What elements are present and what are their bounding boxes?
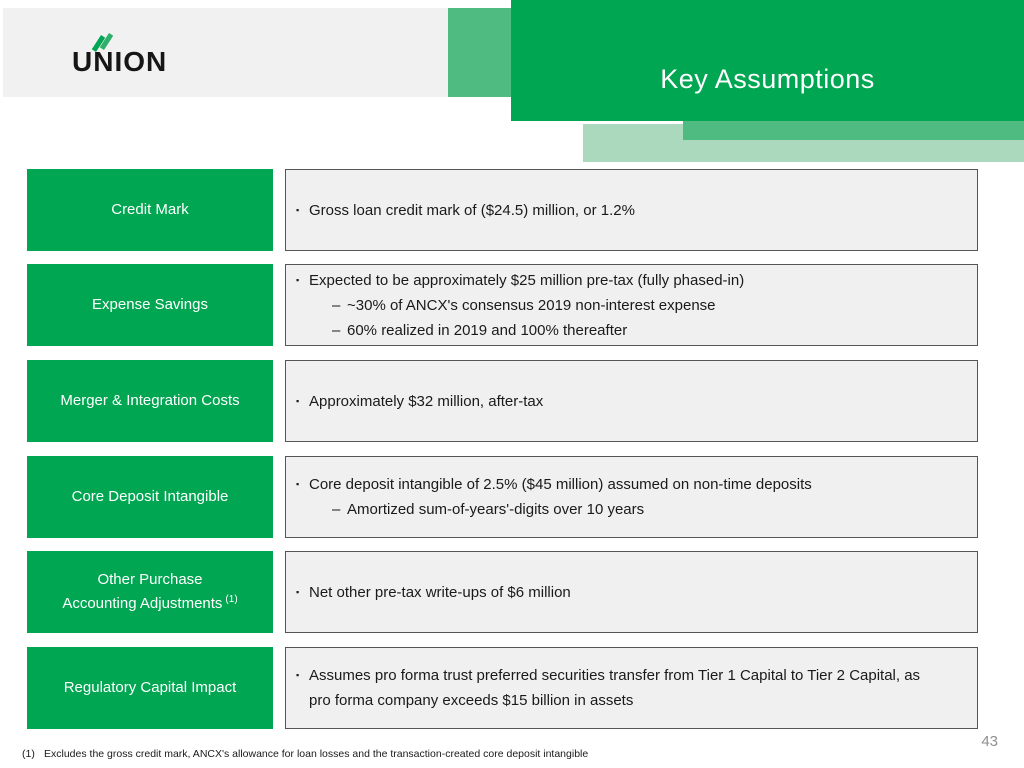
content-core-deposit: ▪ Core deposit intangible of 2.5% ($45 m… — [285, 456, 978, 538]
bullet-text: Approximately $32 million, after-tax — [309, 392, 544, 410]
assumption-row-regulatory-capital: Regulatory Capital Impact ▪ Assumes pro … — [0, 647, 1024, 729]
dash-bullet-icon: – — [332, 296, 341, 314]
assumption-row-credit-mark: Credit Mark ▪ Gross loan credit mark of … — [0, 169, 1024, 251]
footnote: (1) Excludes the gross credit mark, ANCX… — [22, 748, 588, 760]
square-bullet-icon: ▪ — [296, 586, 300, 597]
dash-bullet-icon: – — [332, 501, 341, 518]
content-credit-mark: ▪ Gross loan credit mark of ($24.5) mill… — [285, 169, 978, 251]
page-number: 43 — [981, 733, 998, 750]
bullet-text: Core deposit intangible of 2.5% ($45 mil… — [309, 476, 812, 493]
bullet-text: Expected to be approximately $25 million… — [309, 271, 745, 289]
bullet-item: ▪ Approximately $32 million, after-tax — [296, 389, 977, 414]
dash-bullet-icon: – — [332, 321, 341, 339]
footnote-marker: (1) — [22, 748, 35, 760]
bullet-item: ▪ Core deposit intangible of 2.5% ($45 m… — [296, 472, 977, 497]
square-bullet-icon: ▪ — [296, 274, 300, 285]
content-regulatory-capital: ▪ Assumes pro forma trust preferred secu… — [285, 647, 978, 729]
label-text-line2: Accounting Adjustments (1) — [62, 594, 238, 612]
title-banner: Key Assumptions — [511, 0, 1024, 121]
square-bullet-icon: ▪ — [296, 204, 300, 215]
slide-title: Key Assumptions — [660, 64, 875, 94]
square-bullet-icon: ▪ — [296, 479, 300, 489]
bullet-text: ~30% of ANCX's consensus 2019 non-intere… — [347, 296, 716, 314]
assumption-row-core-deposit: Core Deposit Intangible ▪ Core deposit i… — [0, 456, 1024, 538]
sub-bullet-item: – ~30% of ANCX's consensus 2019 non-inte… — [332, 293, 977, 318]
label-text: Core Deposit Intangible — [71, 488, 229, 505]
bullet-item: ▪ Net other pre-tax write-ups of $6 mill… — [296, 580, 977, 605]
sub-bullet-item: – 60% realized in 2019 and 100% thereaft… — [332, 318, 977, 343]
label-other-adjustments: Other Purchase Accounting Adjustments (1) — [27, 551, 273, 633]
bullet-text: Assumes pro forma trust preferred securi… — [309, 667, 921, 709]
label-text: Expense Savings — [92, 296, 208, 313]
bullet-item: ▪ Gross loan credit mark of ($24.5) mill… — [296, 198, 977, 223]
label-expense-savings: Expense Savings — [27, 264, 273, 346]
label-merger-costs: Merger & Integration Costs — [27, 360, 273, 442]
assumption-row-other-adjustments: Other Purchase Accounting Adjustments (1)… — [0, 551, 1024, 633]
assumption-row-expense-savings: Expense Savings ▪ Expected to be approxi… — [0, 264, 1024, 346]
label-text-line1: Other Purchase — [97, 571, 203, 588]
square-bullet-icon: ▪ — [296, 670, 300, 680]
label-text: Credit Mark — [111, 201, 189, 218]
assumption-row-merger-costs: Merger & Integration Costs ▪ Approximate… — [0, 360, 1024, 442]
label-regulatory-capital: Regulatory Capital Impact — [27, 647, 273, 729]
label-core-deposit: Core Deposit Intangible — [27, 456, 273, 538]
decor-medium-green-bar — [683, 121, 1024, 140]
union-logo: UNION — [72, 33, 202, 88]
logo-text: UNION — [72, 46, 168, 77]
header-green-square — [448, 8, 511, 97]
sub-bullet-item: – Amortized sum-of-years'-digits over 10… — [332, 497, 977, 522]
label-text: Merger & Integration Costs — [60, 392, 240, 409]
content-other-adjustments: ▪ Net other pre-tax write-ups of $6 mill… — [285, 551, 978, 633]
bullet-item: ▪ Assumes pro forma trust preferred secu… — [296, 663, 977, 713]
square-bullet-icon: ▪ — [296, 395, 300, 406]
bullet-item: ▪ Expected to be approximately $25 milli… — [296, 268, 977, 293]
label-text: Regulatory Capital Impact — [63, 679, 237, 696]
header-bar: UNION — [3, 8, 448, 97]
label-credit-mark: Credit Mark — [27, 169, 273, 251]
bullet-text: Net other pre-tax write-ups of $6 millio… — [309, 583, 571, 601]
footnote-text: Excludes the gross credit mark, ANCX's a… — [44, 748, 589, 760]
content-expense-savings: ▪ Expected to be approximately $25 milli… — [285, 264, 978, 346]
bullet-text: Amortized sum-of-years'-digits over 10 y… — [347, 501, 645, 518]
bullet-text: 60% realized in 2019 and 100% thereafter — [347, 321, 628, 339]
content-merger-costs: ▪ Approximately $32 million, after-tax — [285, 360, 978, 442]
footnote-ref: (1) — [225, 594, 238, 605]
bullet-text: Gross loan credit mark of ($24.5) millio… — [309, 201, 635, 219]
